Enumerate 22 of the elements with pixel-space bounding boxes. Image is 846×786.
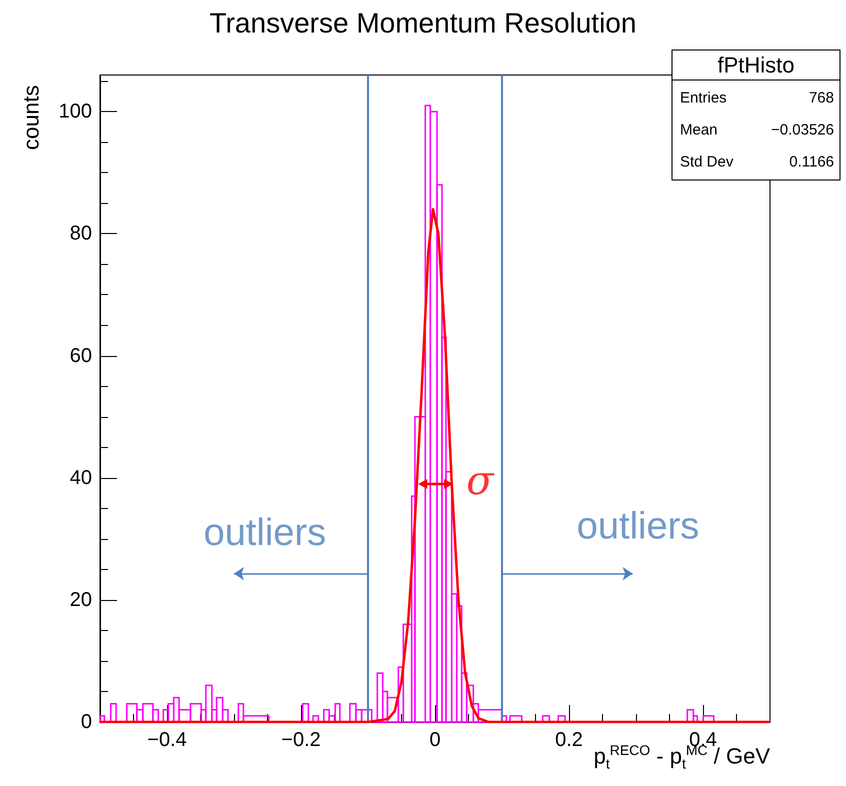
- annotation: outliers: [204, 512, 326, 554]
- y-tick-label: 100: [58, 100, 92, 123]
- annotation: fPtHisto: [717, 52, 795, 78]
- y-tick-label: 80: [70, 222, 92, 245]
- annotation: Mean: [680, 122, 718, 138]
- x-tick-label: 0: [429, 729, 441, 751]
- chart-title: Transverse Momentum Resolution: [210, 8, 636, 38]
- text: 768: [808, 90, 834, 106]
- text: 0.1166: [789, 154, 834, 170]
- annotation: Std Dev: [680, 154, 734, 170]
- y-tick-label: 20: [70, 588, 92, 611]
- y-axis-title: counts: [18, 85, 44, 150]
- y-tick-label: 0: [80, 711, 92, 733]
- x-tick-label: 0.2: [555, 729, 583, 751]
- annotation: Entries: [680, 90, 727, 106]
- y-tick-label: 40: [70, 466, 92, 489]
- annotation: σ: [466, 458, 496, 504]
- annotation: outliers: [576, 506, 700, 548]
- text: −0.03526: [771, 122, 834, 138]
- x-tick-label: −0.4: [147, 729, 187, 751]
- y-tick-label: 60: [70, 344, 92, 367]
- x-tick-label: −0.2: [281, 729, 321, 751]
